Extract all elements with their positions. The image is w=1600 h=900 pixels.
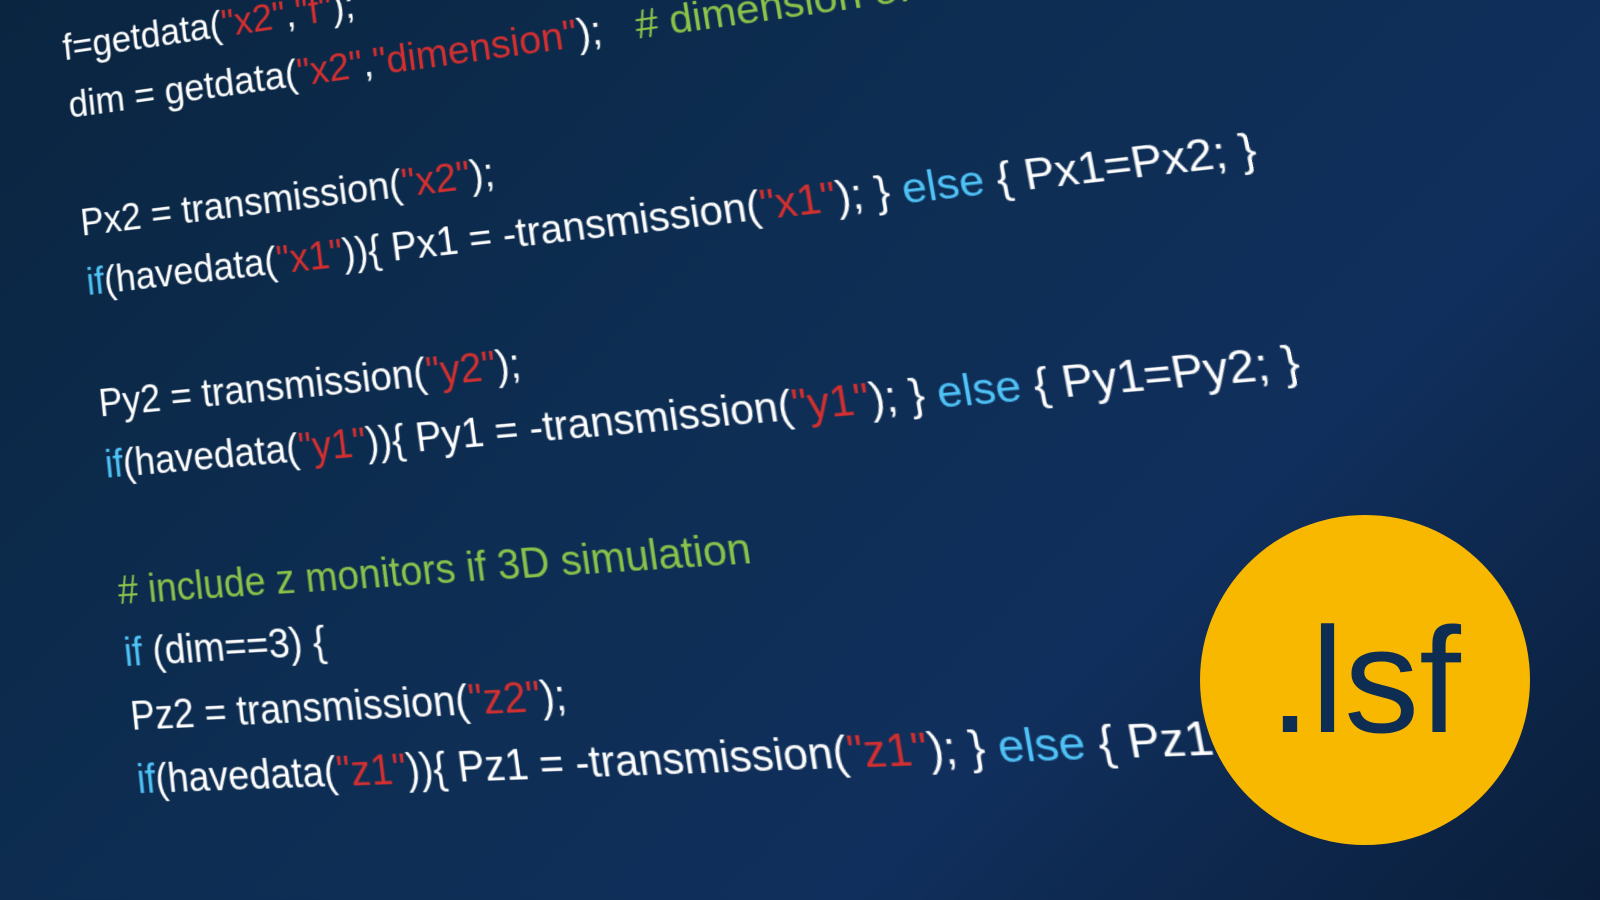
code-text: ); } [866,369,941,423]
lsf-badge: .lsf [1200,515,1530,845]
code-text: ); [537,671,569,720]
code-text: (havedata( [121,426,302,485]
code-text: ); [493,341,524,389]
code-text: { Py1=Py2; } [1016,336,1304,410]
code-string: "x2" [399,153,473,205]
code-string: "z1" [334,746,409,796]
code-string: "x1" [274,231,345,282]
code-string: "x1" [756,173,839,228]
code-string: "z2" [465,672,543,723]
code-text: ); [467,150,497,197]
code-string: "f" [293,0,335,34]
code-text: )){ Pz1 = -transmission( [403,728,851,794]
code-text: (havedata( [102,239,279,301]
code-text: (havedata( [153,749,340,802]
code-text: ); [574,8,605,55]
code-text: ); } [924,721,1002,775]
code-string: "x2" [294,42,365,94]
code-string: "y1" [296,420,369,471]
code-string: "z1" [844,724,933,778]
code-keyword: else [933,361,1025,417]
code-string: "y1" [788,375,873,430]
code-string: "y2" [423,343,499,395]
code-keyword: else [898,156,988,212]
code-text: Pz2 = transmission( [128,676,471,738]
code-keyword: else [993,718,1089,773]
code-text: ); } [832,166,906,220]
badge-label: .lsf [1269,594,1461,767]
code-text: (dim==3) { [140,618,328,674]
code-text: ); [329,0,357,29]
code-string: "x2" [219,0,288,45]
